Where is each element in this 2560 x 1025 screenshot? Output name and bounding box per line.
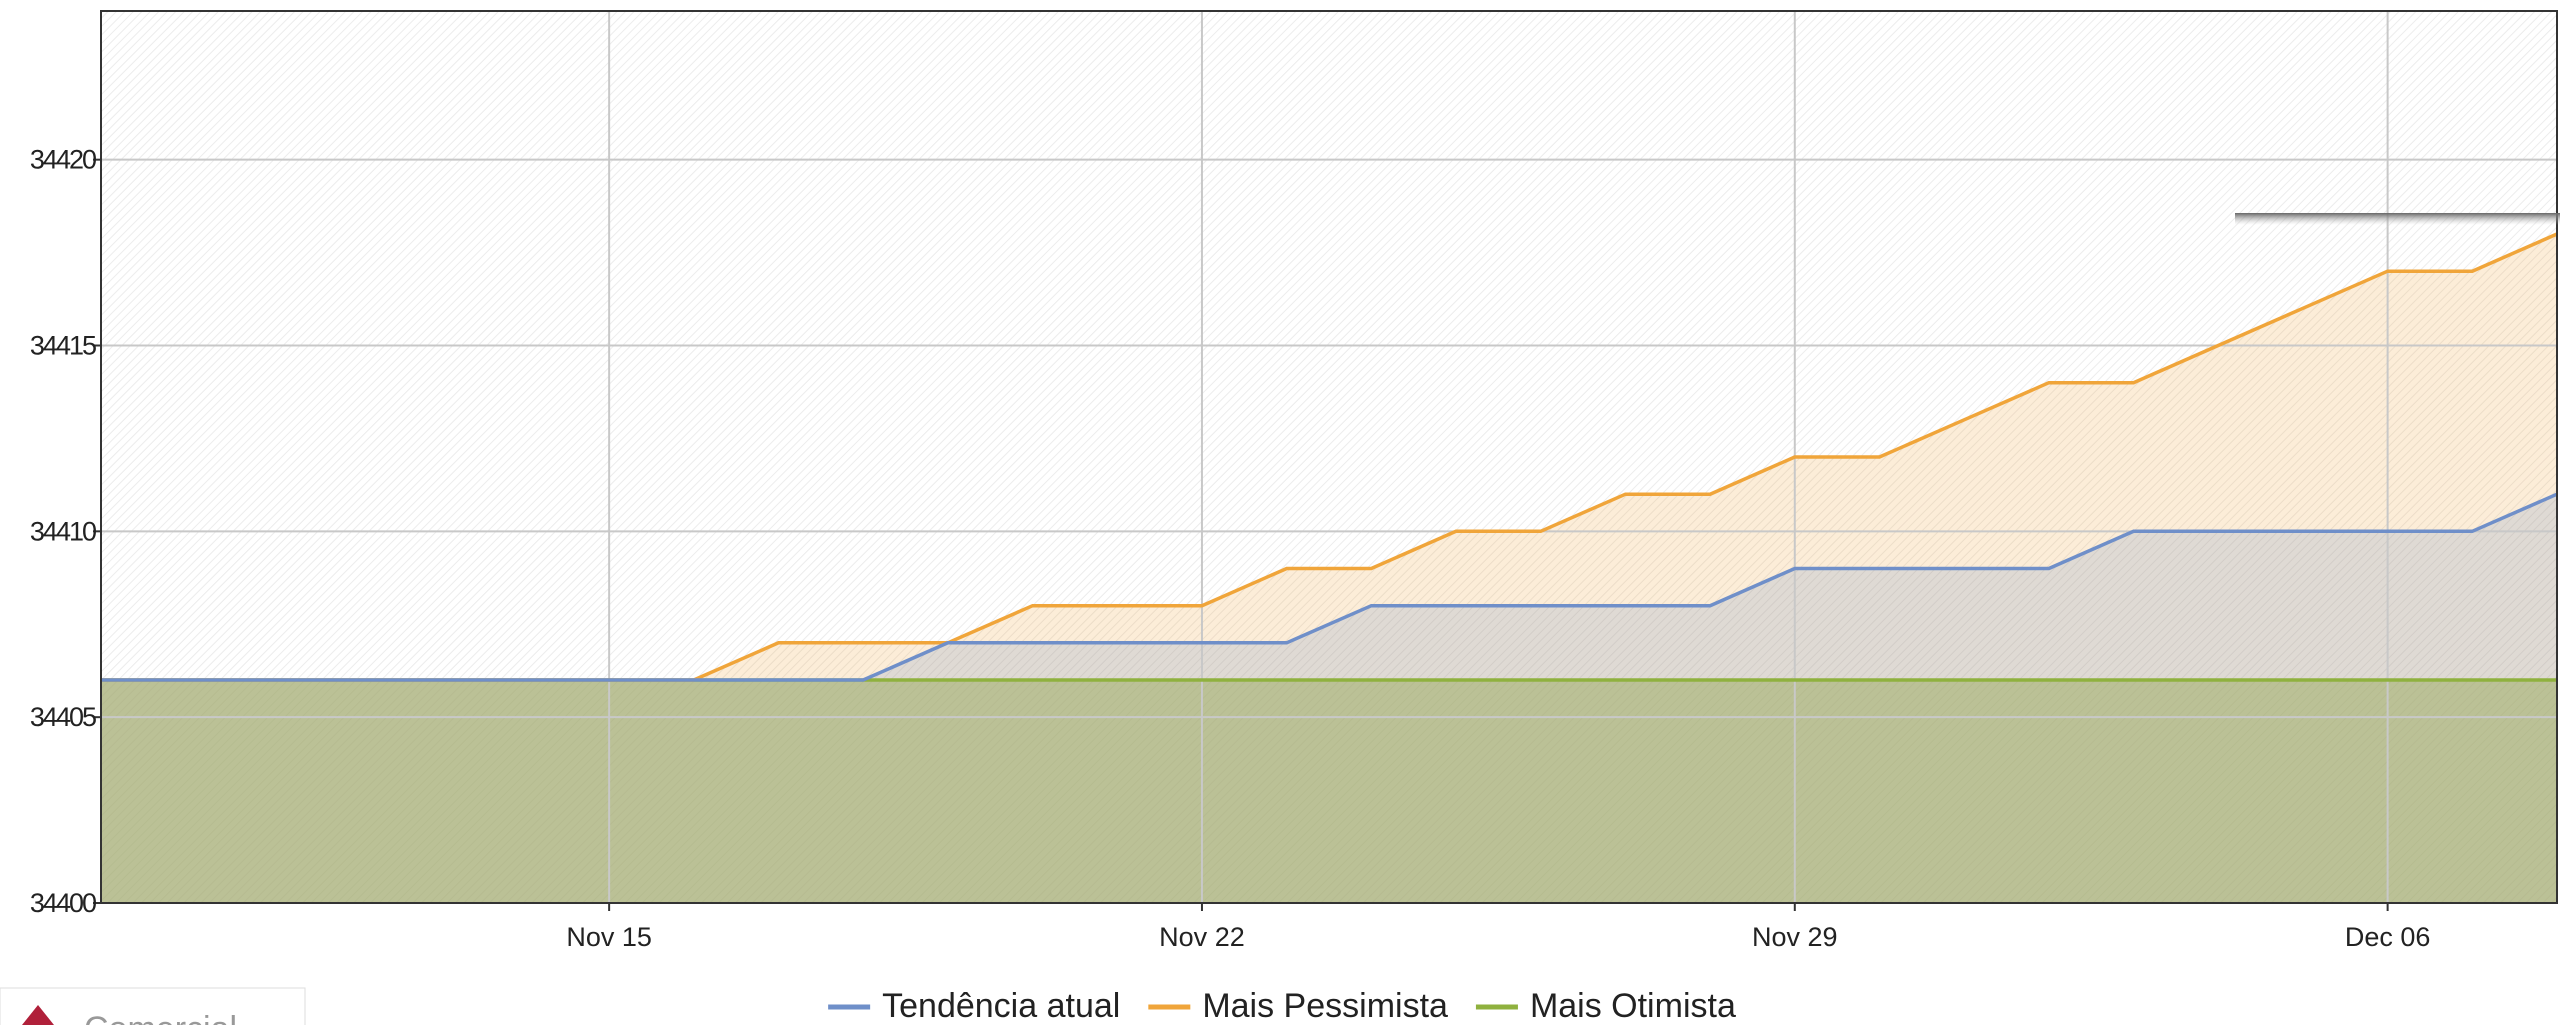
tooltip-shadow (2235, 213, 2560, 225)
x-tick-label: Nov 22 (1159, 922, 1245, 952)
legend-label: Tendência atual (882, 987, 1120, 1025)
plot-frame (100, 10, 2558, 904)
y-tick-label: 34420 (30, 145, 96, 175)
y-tick-label: 34405 (30, 702, 96, 732)
annotation-box (0, 987, 306, 1025)
y-tick-label: 34410 (30, 516, 96, 546)
series-line (101, 492, 2558, 682)
y-tick-label: 34400 (30, 888, 96, 918)
area (101, 494, 2557, 903)
x-tick-label: Nov 15 (566, 922, 652, 952)
x-tick-label: Dec 06 (2345, 922, 2431, 952)
y-tick-label: 34415 (30, 331, 96, 361)
legend-label: Mais Otimista (1530, 987, 1736, 1025)
x-tick-label: Nov 29 (1752, 922, 1838, 952)
legend-label: Mais Pessimista (1202, 987, 1448, 1025)
annotation: Comercial (84, 1010, 237, 1025)
area (101, 680, 2557, 903)
annotation-icon (22, 1005, 54, 1025)
